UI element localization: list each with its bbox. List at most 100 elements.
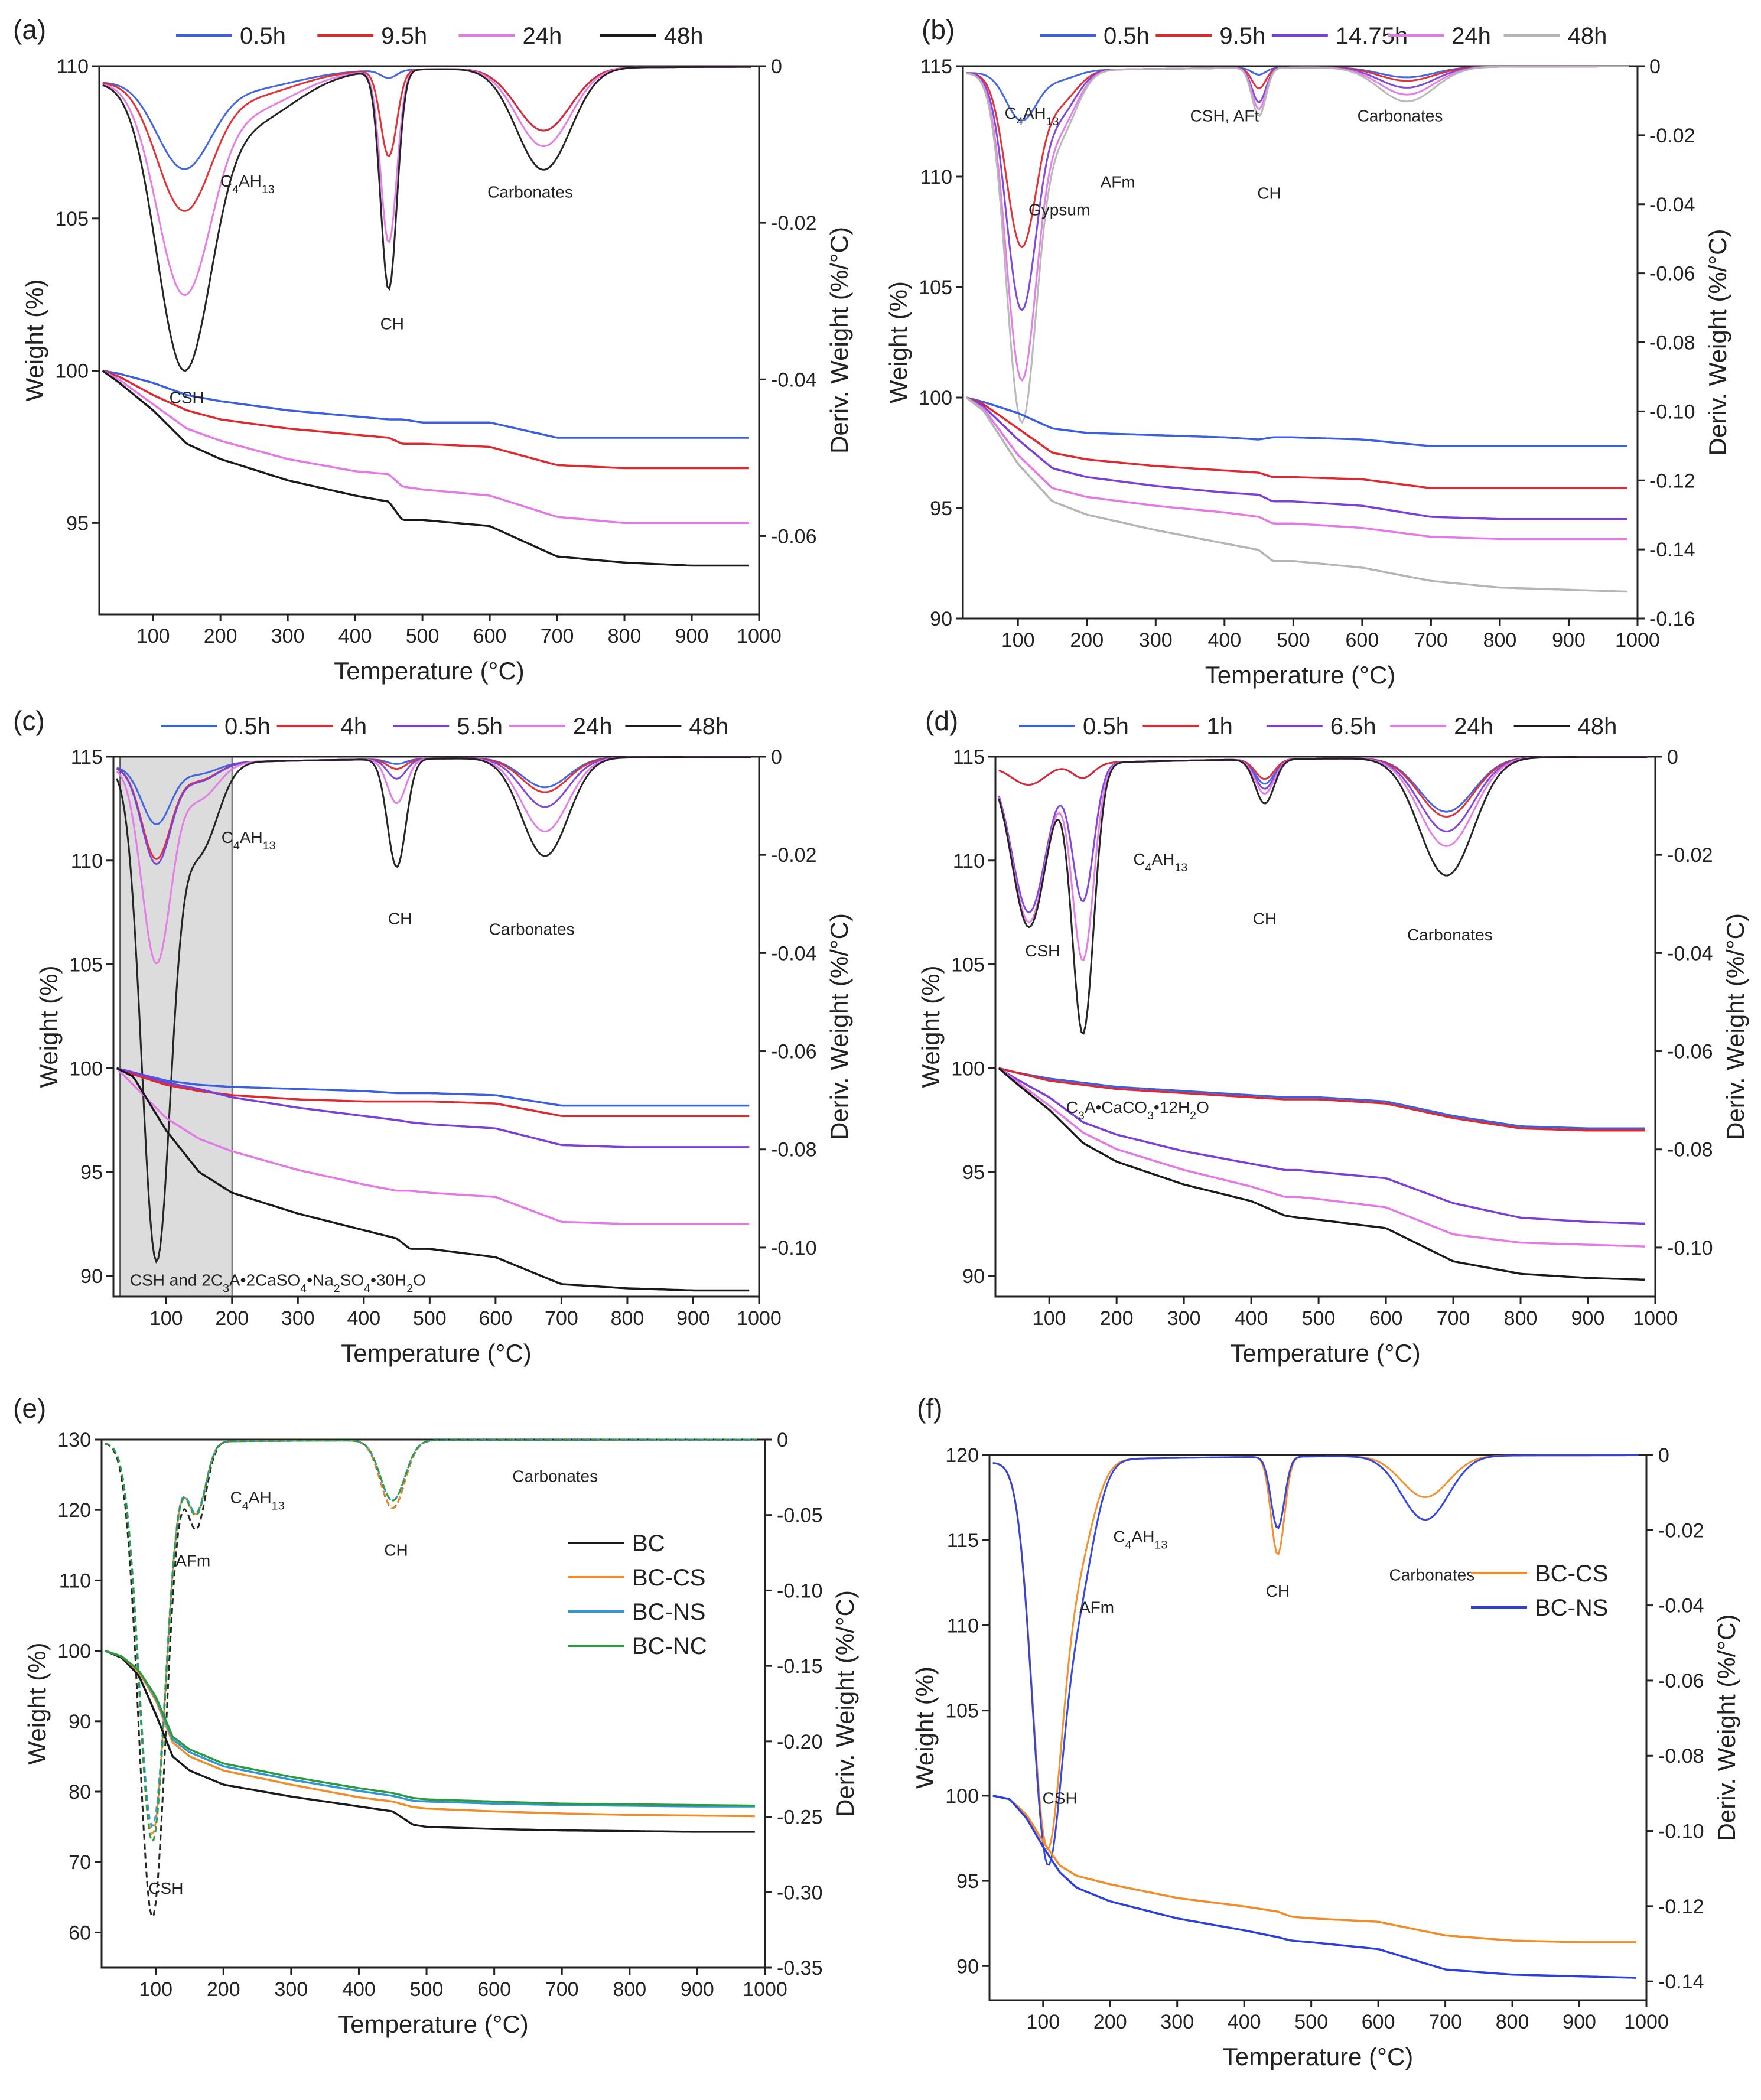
weight-curve-0.5h	[966, 396, 1627, 448]
annotation-label: CH	[1253, 909, 1277, 927]
y2-tick-label: -0.20	[777, 1731, 823, 1753]
y-tick-label: 115	[920, 56, 952, 78]
x-axis-label: Temperature (°C)	[338, 2010, 529, 2038]
legend-label: 0.5h	[1104, 23, 1150, 49]
y2-tick-label: -0.25	[777, 1806, 823, 1829]
y2-axis-label: Deriv. Weight (%/°C)	[1704, 229, 1731, 456]
x-tick-label: 300	[1139, 629, 1173, 652]
weight-curve-48h	[116, 1067, 750, 1292]
x-tick-label: 600	[1369, 1307, 1403, 1330]
x-tick-label: 600	[1362, 2011, 1395, 2033]
y-tick-label: 110	[57, 56, 89, 78]
deriv-curve-48h	[966, 66, 1629, 424]
panel-label: (e)	[13, 1393, 46, 1424]
x-tick-label: 300	[271, 625, 305, 647]
weight-curve-6.5h	[998, 1067, 1645, 1225]
weight-curve-0.5h	[102, 369, 749, 439]
y2-tick-label: -0.05	[777, 1505, 823, 1527]
x-axis-label: Temperature (°C)	[341, 1339, 532, 1367]
annotation-label: CH	[388, 909, 412, 927]
y-tick-label: 95	[66, 512, 89, 535]
panel-d: 100 200 300 400 500 600 700 800 900 1000 90 95 100 10…	[917, 705, 1749, 1367]
x-tick-label: 100	[1033, 1307, 1066, 1330]
annotation-label: CH	[384, 1541, 408, 1559]
y-axis-label: Weight (%)	[911, 1666, 939, 1789]
deriv-curve-9.5h	[102, 66, 751, 212]
y2-axis-label: Deriv. Weight (%/°C)	[831, 1590, 859, 1817]
annotation-label: C4AH13	[1005, 104, 1059, 128]
y-tick-label: 60	[69, 1922, 91, 1944]
y-tick-label: 110	[59, 1570, 91, 1592]
y2-tick-label: -0.02	[1649, 125, 1695, 147]
y2-tick-label: -0.30	[777, 1881, 823, 1904]
plot-frame	[994, 756, 1656, 1298]
deriv-curve-24h	[102, 66, 751, 297]
y2-tick-label: -0.02	[771, 844, 817, 867]
annotation-label: CSH and 2C3A•2CaSO4•Na2SO4•30H2O	[130, 1271, 426, 1295]
y-tick-label: 100	[945, 1785, 979, 1808]
deriv-curve-BC-CS	[992, 1454, 1639, 1850]
plot-frame	[98, 65, 760, 616]
x-tick-label: 700	[1414, 629, 1448, 652]
x-axis-label: Temperature (°C)	[334, 657, 525, 685]
x-tick-label: 200	[1093, 2011, 1127, 2033]
y-tick-label: 95	[80, 1161, 103, 1184]
panel-label: (a)	[13, 14, 46, 45]
x-tick-label: 1000	[1624, 2011, 1669, 2033]
annotation-label: C4AH13	[1133, 850, 1187, 874]
y-tick-label: 120	[945, 1444, 979, 1467]
deriv-curve-24h	[998, 756, 1648, 961]
y2-tick-label: 0	[1658, 1444, 1669, 1467]
weight-curve-5.5h	[116, 1067, 750, 1148]
y-tick-label: 110	[953, 850, 985, 872]
y2-tick-label: -0.06	[1649, 263, 1695, 285]
legend-label: 24h	[573, 714, 613, 740]
deriv-curve-BC-NC	[105, 1438, 757, 1843]
y2-tick-label: -0.10	[1667, 1237, 1713, 1259]
y-tick-label: 95	[956, 1870, 979, 1893]
x-axis-label: Temperature (°C)	[1230, 1339, 1421, 1367]
x-axis-label: Temperature (°C)	[1223, 2043, 1414, 2070]
x-tick-label: 1000	[743, 1978, 787, 2001]
panel-label: (d)	[925, 705, 958, 736]
y-axis-label: Weight (%)	[21, 279, 48, 402]
y2-tick-label: -0.06	[771, 525, 817, 548]
annotation-label: Carbonates	[512, 1467, 598, 1486]
annotation-label: C4AH13	[230, 1488, 285, 1512]
deriv-curve-48h	[102, 66, 751, 372]
deriv-curve-9.5h	[966, 66, 1629, 248]
x-tick-label: 600	[479, 1307, 513, 1330]
annotation-label: Carbonates	[487, 183, 573, 201]
y-tick-label: 105	[945, 1700, 979, 1723]
legend-label: 0.5h	[1083, 714, 1129, 740]
y2-tick-label: -0.14	[1658, 1971, 1704, 1993]
weight-curve-9.5h	[966, 396, 1627, 490]
x-tick-label: 700	[545, 1307, 578, 1330]
x-tick-label: 1000	[1633, 1307, 1678, 1330]
y2-tick-label: -0.06	[771, 1041, 817, 1063]
y-tick-label: 90	[956, 1955, 979, 1978]
y-tick-label: 100	[55, 360, 89, 383]
annotation-label: CH	[380, 314, 404, 333]
y-tick-label: 115	[947, 1529, 979, 1552]
deriv-curve-48h	[998, 756, 1648, 1035]
y2-tick-label: -0.04	[771, 942, 817, 965]
legend-label: BC	[632, 1531, 665, 1557]
y-tick-label: 105	[55, 208, 89, 230]
y2-tick-label: -0.12	[1658, 1896, 1704, 1918]
panel-label: (b)	[922, 14, 955, 45]
annotation-label: C3A•CaCO3•12H2O	[1066, 1098, 1209, 1122]
annotation-label: CSH, AFt	[1190, 107, 1259, 125]
weight-curve-BC	[105, 1649, 755, 1833]
x-tick-label: 100	[1026, 2011, 1060, 2033]
x-tick-label: 500	[1302, 1307, 1336, 1330]
y-tick-label: 120	[57, 1499, 91, 1522]
y-tick-label: 110	[947, 1614, 979, 1637]
weight-curve-24h	[998, 1067, 1645, 1248]
annotation-label: CSH	[1043, 1789, 1078, 1808]
x-tick-label: 800	[1483, 629, 1517, 652]
legend-label: 9.5h	[381, 23, 427, 49]
x-tick-label: 500	[413, 1307, 447, 1330]
y2-tick-label: -0.02	[771, 212, 817, 235]
deriv-curve-BC-NS	[992, 1454, 1639, 1866]
